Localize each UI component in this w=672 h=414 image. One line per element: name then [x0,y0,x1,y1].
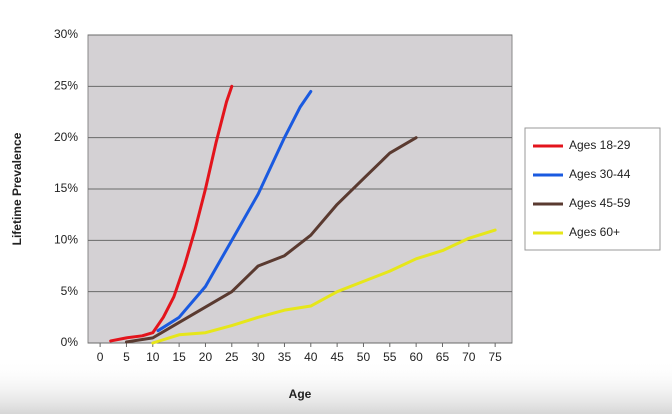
y-tick-label: 30% [54,27,78,41]
bottom-fade [0,360,672,414]
series-line [109,84,234,343]
y-tick-label: 0% [61,335,79,349]
y-tick-label: 5% [61,284,79,298]
legend-box [524,127,661,251]
x-tick-label: 45 [330,350,344,364]
x-axis-label: Age [289,387,312,401]
x-tick-label: 65 [436,350,450,364]
legend-label: Ages 30-44 [569,167,631,181]
y-tick-label: 15% [54,181,78,195]
series-line [151,228,497,345]
series-line [156,89,313,333]
x-tick-label: 50 [357,350,371,364]
legend-label: Ages 45-59 [569,196,631,210]
y-tick-label: 25% [54,79,78,93]
x-tick-label: 60 [409,350,423,364]
y-tick-label: 10% [54,233,78,247]
x-tick-label: 75 [488,350,502,364]
x-tick-label: 15 [172,350,186,364]
legend-label: Ages 60+ [569,225,620,239]
x-tick-label: 55 [383,350,397,364]
y-tick-label: 20% [54,130,78,144]
x-tick-label: 0 [97,350,104,364]
x-tick-label: 5 [123,350,130,364]
x-tick-label: 20 [199,350,213,364]
series-line [124,136,418,344]
x-tick-label: 70 [462,350,476,364]
x-tick-label: 35 [278,350,292,364]
legend-label: Ages 18-29 [569,138,631,152]
x-tick-label: 25 [225,350,239,364]
y-axis-label: Lifetime Prevalence [10,132,24,245]
x-tick-label: 40 [304,350,318,364]
x-tick-label: 30 [251,350,265,364]
x-tick-label: 10 [146,350,160,364]
